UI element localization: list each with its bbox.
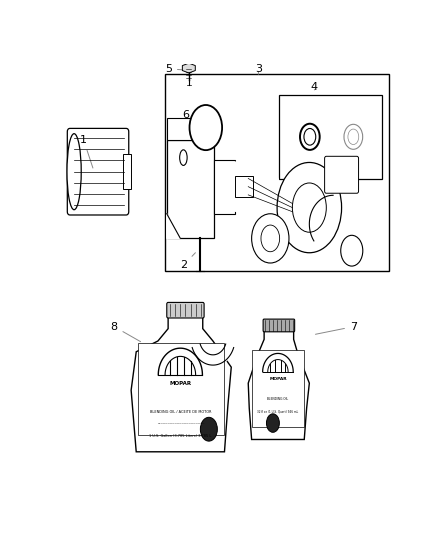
Ellipse shape xyxy=(300,124,320,150)
Text: 1: 1 xyxy=(80,135,93,168)
Text: 5: 5 xyxy=(165,64,184,74)
Ellipse shape xyxy=(216,159,280,214)
Bar xyxy=(251,350,304,427)
Bar xyxy=(279,95,382,179)
Text: 32 fl oz (1 U.S. Quart) 946 mL: 32 fl oz (1 U.S. Quart) 946 mL xyxy=(258,410,299,414)
Ellipse shape xyxy=(341,235,363,266)
FancyBboxPatch shape xyxy=(167,140,214,238)
Text: 1 U.S. Gallon (3.785 Liters) 3.785 L: 1 U.S. Gallon (3.785 Liters) 3.785 L xyxy=(149,434,212,439)
FancyBboxPatch shape xyxy=(167,302,204,318)
Ellipse shape xyxy=(277,163,342,253)
Polygon shape xyxy=(248,330,309,440)
Text: 3: 3 xyxy=(255,64,262,74)
FancyBboxPatch shape xyxy=(67,128,129,215)
Ellipse shape xyxy=(292,183,326,232)
Ellipse shape xyxy=(266,414,279,432)
Text: 8: 8 xyxy=(110,321,141,342)
Ellipse shape xyxy=(67,134,81,209)
Text: BLENDING OIL / ACEITE DE MOTOR: BLENDING OIL / ACEITE DE MOTOR xyxy=(150,410,211,414)
FancyBboxPatch shape xyxy=(167,118,205,140)
Ellipse shape xyxy=(200,417,217,441)
Bar xyxy=(165,74,389,271)
Bar xyxy=(123,154,131,189)
Ellipse shape xyxy=(190,105,222,150)
Ellipse shape xyxy=(304,128,316,145)
Text: 7: 7 xyxy=(315,321,357,334)
Text: 4: 4 xyxy=(311,82,318,92)
FancyBboxPatch shape xyxy=(325,156,359,193)
Polygon shape xyxy=(182,63,195,73)
FancyBboxPatch shape xyxy=(214,159,235,214)
Ellipse shape xyxy=(261,225,279,252)
Ellipse shape xyxy=(193,109,219,146)
Text: ___________________________: ___________________________ xyxy=(157,421,204,425)
Bar xyxy=(235,176,253,197)
Ellipse shape xyxy=(180,150,187,165)
Ellipse shape xyxy=(344,124,363,149)
Text: BLENDING OIL: BLENDING OIL xyxy=(267,398,289,401)
Text: 2: 2 xyxy=(180,253,195,270)
Ellipse shape xyxy=(348,129,359,144)
Text: MOPAR: MOPAR xyxy=(269,377,287,381)
Text: MOPAR: MOPAR xyxy=(169,381,191,386)
Polygon shape xyxy=(167,214,180,238)
Bar xyxy=(138,343,225,435)
FancyBboxPatch shape xyxy=(263,319,295,332)
Text: 6: 6 xyxy=(182,110,196,124)
Ellipse shape xyxy=(251,214,289,263)
Polygon shape xyxy=(131,317,231,452)
